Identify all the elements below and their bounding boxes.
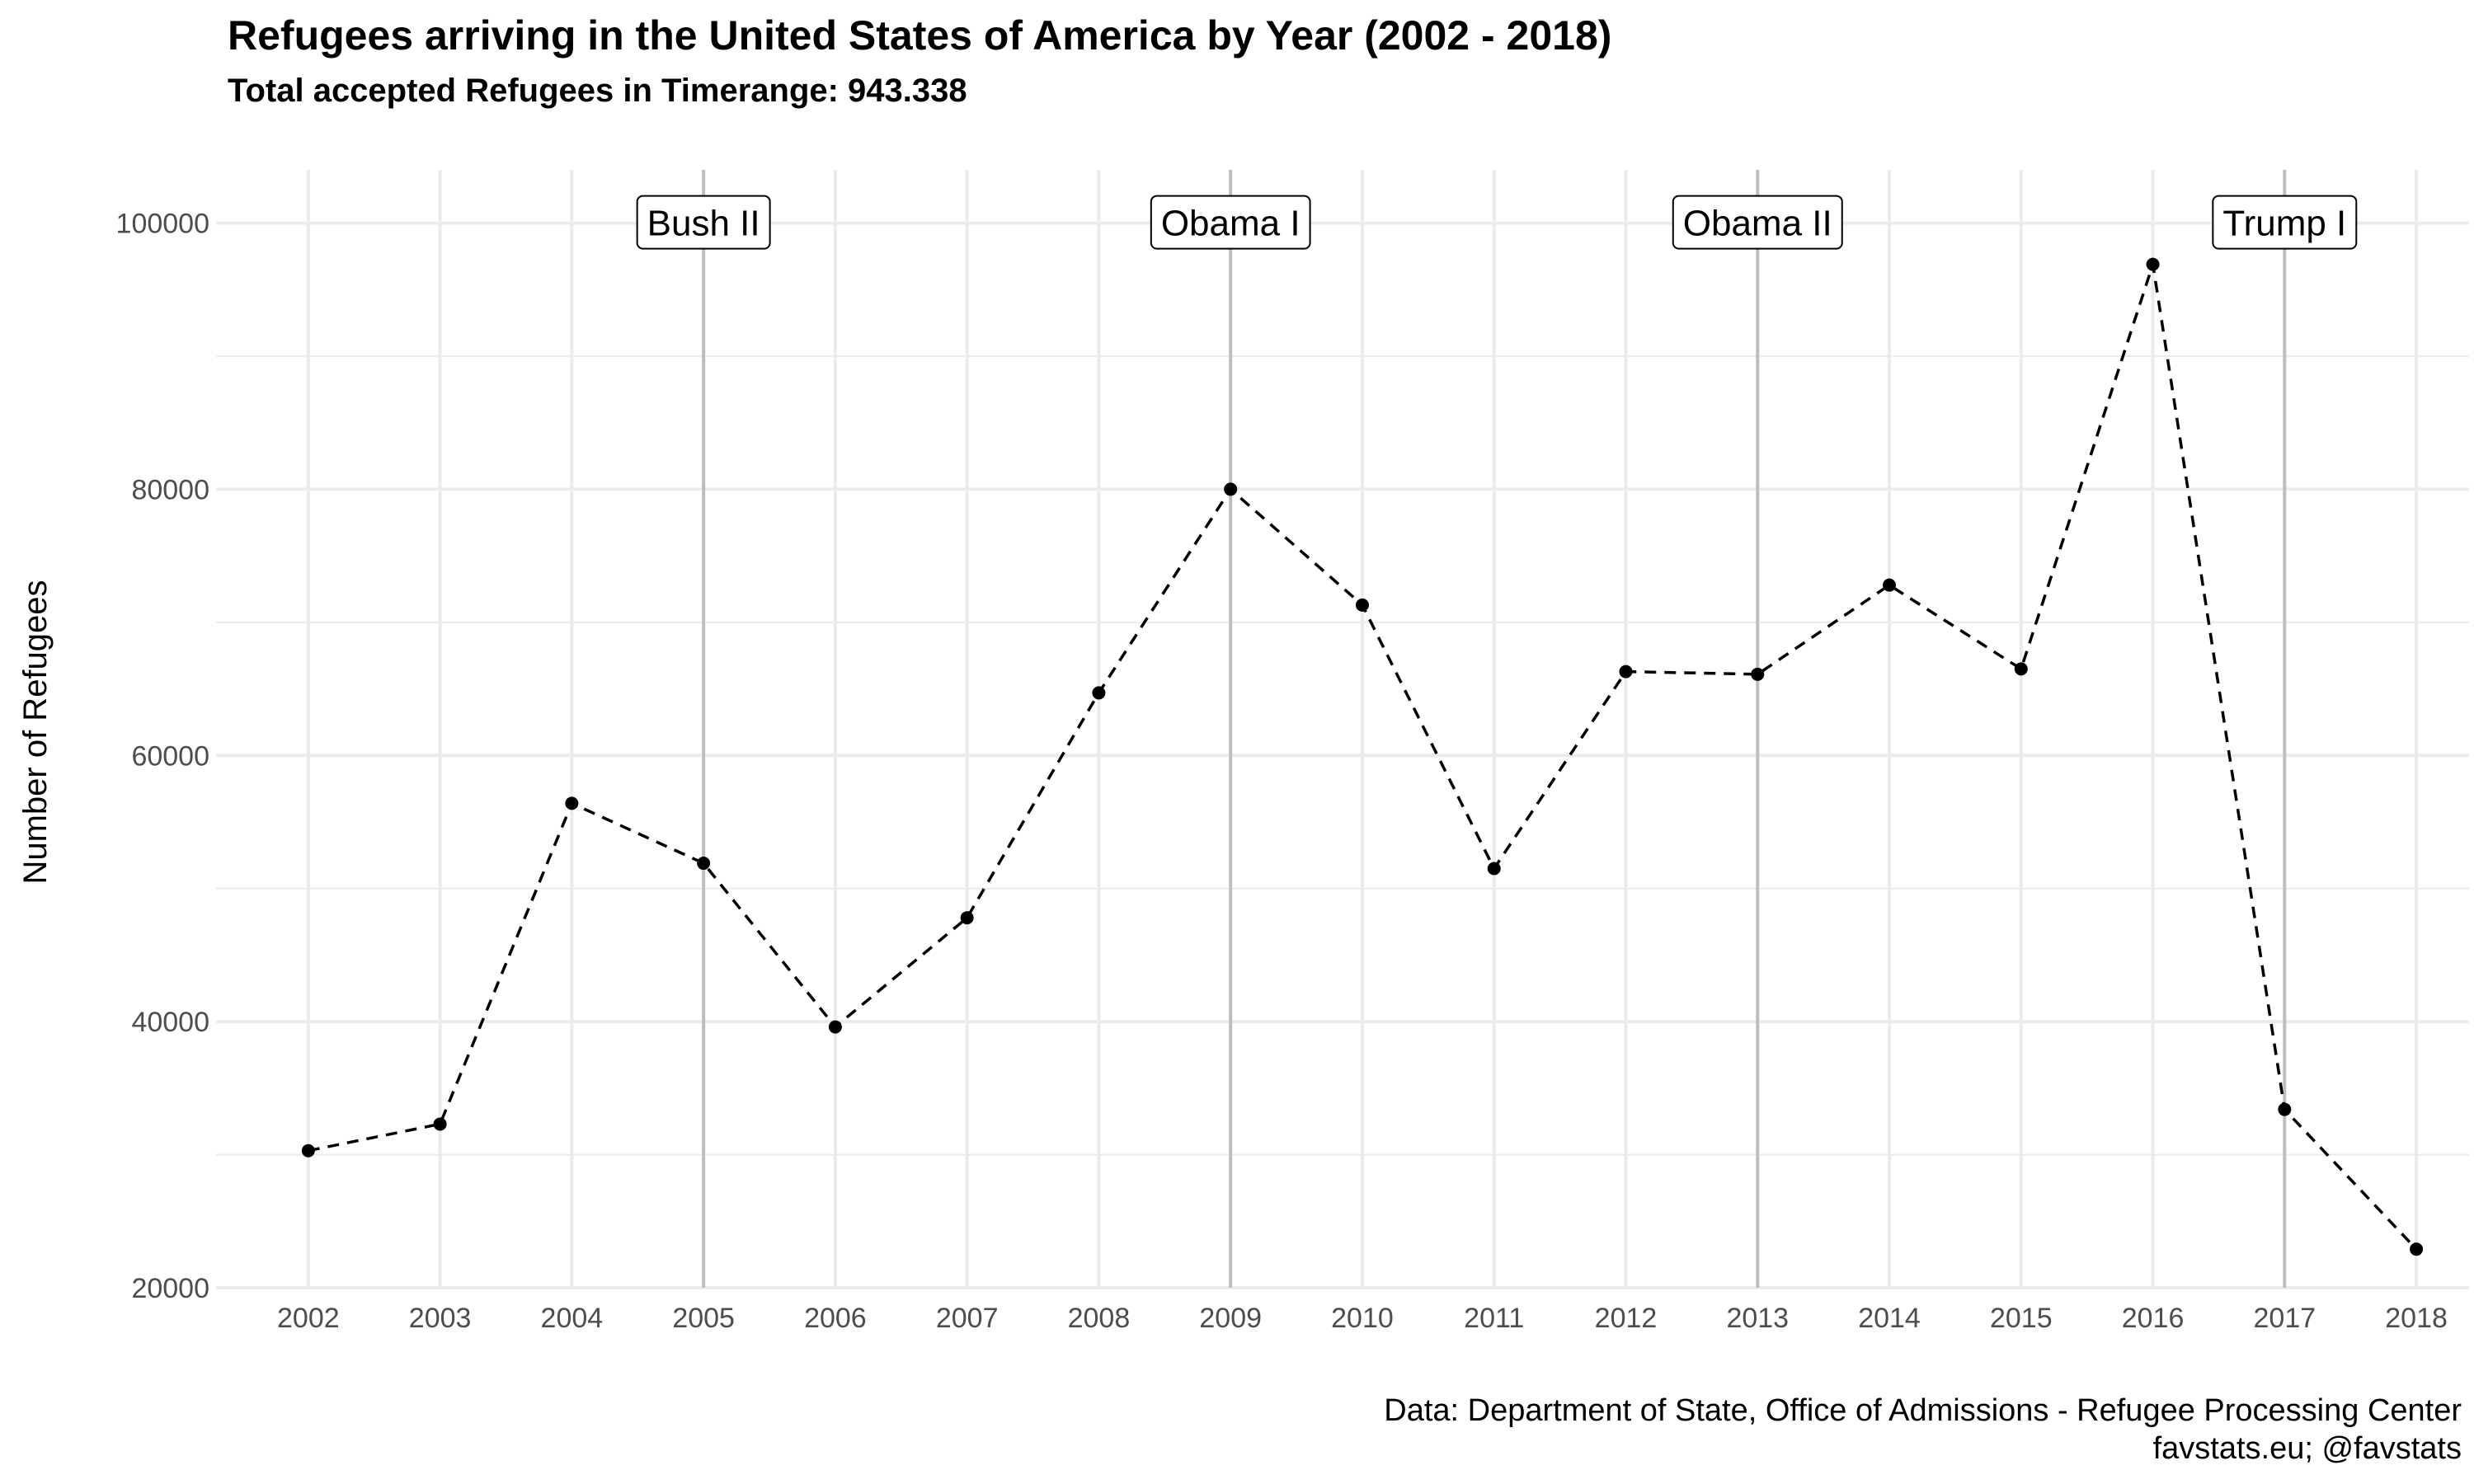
data-point — [2278, 1102, 2292, 1116]
term-labels: Bush II Obama I Obama II Trump I — [636, 195, 2358, 250]
minor-gridlines — [216, 355, 2469, 1156]
term-label: Bush II — [636, 195, 771, 250]
y-axis-tick-labels: 20000 40000 60000 80000 100000 — [116, 209, 209, 1304]
term-label-box — [1672, 195, 1843, 250]
data-point — [1355, 598, 1369, 612]
term-label-text: Bush II — [647, 204, 760, 244]
x-tick-label: 2009 — [1199, 1303, 1262, 1334]
term-label-box — [2212, 195, 2358, 250]
x-tick-label: 2013 — [1726, 1303, 1789, 1334]
y-tick-label: 80000 — [131, 474, 209, 505]
data-point — [1751, 667, 1765, 681]
x-tick-label: 2003 — [409, 1303, 472, 1334]
x-axis-tick-labels: 2002 2003 2004 2005 2006 2007 2008 2009 2010 2011… — [277, 1303, 2448, 1334]
data-point — [301, 1144, 315, 1158]
data-point — [1224, 482, 1238, 496]
data-point — [828, 1020, 842, 1034]
data-points — [301, 257, 2424, 1256]
term-label-text: Obama I — [1161, 204, 1300, 244]
caption-credit: favstats.eu; @favstats — [2152, 1431, 2462, 1466]
x-tick-label: 2015 — [1990, 1303, 2053, 1334]
y-tick-label: 100000 — [116, 209, 209, 240]
term-label-text: Trump I — [2222, 204, 2346, 244]
caption-source: Data: Department of State, Office of Adm… — [1384, 1393, 2462, 1428]
chart-caption: Data: Department of State, Office of Adm… — [1384, 1392, 2462, 1468]
data-point — [433, 1117, 447, 1131]
chart-title: Refugees arriving in the United States o… — [228, 12, 1612, 59]
data-point — [697, 857, 711, 871]
major-gridlines — [216, 170, 2469, 1289]
x-tick-label: 2016 — [2122, 1303, 2185, 1334]
data-point — [2014, 662, 2028, 676]
x-tick-label: 2004 — [541, 1303, 604, 1334]
x-tick-label: 2007 — [936, 1303, 999, 1334]
term-label-box — [636, 195, 771, 250]
data-point — [1883, 578, 1897, 592]
x-tick-label: 2008 — [1068, 1303, 1131, 1334]
x-tick-label: 2017 — [2254, 1303, 2316, 1334]
x-tick-label: 2012 — [1595, 1303, 1658, 1334]
term-label: Obama I — [1150, 195, 1311, 250]
data-point — [565, 796, 579, 810]
data-point — [1092, 686, 1106, 700]
x-tick-label: 2014 — [1858, 1303, 1921, 1334]
y-tick-label: 20000 — [131, 1273, 209, 1304]
term-label-text: Obama II — [1683, 204, 1832, 244]
data-point — [1619, 665, 1633, 679]
chart-subtitle: Total accepted Refugees in Timerange: 94… — [228, 73, 967, 109]
term-label: Trump I — [2212, 195, 2358, 250]
y-axis-label: Number of Refugees — [17, 580, 54, 884]
x-tick-label: 2006 — [804, 1303, 867, 1334]
data-point — [960, 911, 974, 925]
x-tick-label: 2002 — [277, 1303, 340, 1334]
data-point — [2146, 257, 2160, 271]
x-tick-label: 2005 — [672, 1303, 735, 1334]
x-tick-label: 2011 — [1464, 1303, 1524, 1334]
x-tick-label: 2010 — [1331, 1303, 1394, 1334]
data-point — [1487, 862, 1501, 876]
term-label-box — [1150, 195, 1311, 250]
term-label: Obama II — [1672, 195, 1843, 250]
y-tick-label: 40000 — [131, 1007, 209, 1038]
presidential-term-lines — [702, 170, 2287, 1288]
data-point — [2410, 1242, 2424, 1256]
y-tick-label: 60000 — [131, 740, 209, 772]
x-tick-label: 2018 — [2385, 1303, 2448, 1334]
